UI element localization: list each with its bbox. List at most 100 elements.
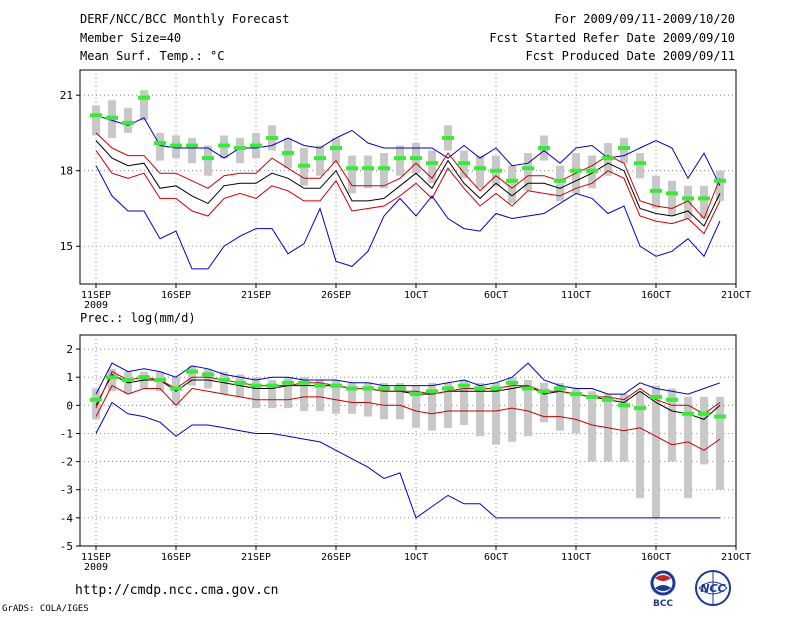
series-line-mean	[95, 140, 721, 227]
member-box	[460, 380, 468, 426]
x-tick-label: 1OCT	[404, 290, 428, 301]
median-marker	[298, 380, 310, 385]
median-marker	[650, 394, 662, 399]
x-tick-label: 16OCT	[641, 552, 671, 563]
precipitation-panel: 11SEP 16SEP 21SEP 26SEP 1OCT 6OCT 11OCT 16OCT 21…	[60, 311, 751, 573]
member-box	[188, 137, 196, 164]
y-tick-label: -1	[60, 427, 73, 440]
median-marker	[170, 143, 182, 148]
median-marker	[250, 383, 262, 388]
x-tick-label: 1OCT	[404, 552, 428, 563]
x-tick-label: 21OCT	[721, 552, 751, 563]
member-box	[636, 391, 644, 499]
member-box	[300, 377, 308, 411]
median-marker	[378, 166, 390, 171]
median-marker	[378, 386, 390, 391]
median-marker	[346, 166, 358, 171]
member-box	[396, 382, 404, 420]
median-marker	[634, 406, 646, 411]
median-marker	[474, 166, 486, 171]
x-tick-label: 21SEP	[241, 290, 271, 301]
median-marker	[554, 178, 566, 183]
bcc-logo: BCC	[650, 570, 676, 608]
forecast-period: For 2009/09/11-2009/10/20	[554, 12, 735, 26]
median-marker	[394, 156, 406, 161]
member-box	[684, 185, 692, 219]
median-marker	[442, 386, 454, 391]
started-date: Fcst Started Refer Date 2009/09/10	[489, 31, 735, 45]
x-tick-label: 21OCT	[721, 290, 751, 301]
median-marker	[330, 146, 342, 151]
y-tick-label: 18	[60, 165, 73, 178]
series-line-min	[95, 165, 721, 270]
member-box	[572, 388, 580, 434]
member-box	[124, 107, 132, 133]
median-marker	[106, 115, 118, 120]
median-marker	[410, 392, 422, 397]
y-tick-label: 21	[60, 89, 73, 102]
median-marker	[602, 156, 614, 161]
member-box	[412, 385, 420, 428]
member-box	[380, 382, 388, 420]
produced-date: Fcst Produced Date 2009/09/11	[525, 49, 735, 63]
median-marker	[410, 156, 422, 161]
precip-title: Prec.: log(mm/d)	[80, 311, 196, 325]
member-box	[204, 368, 212, 389]
median-marker	[218, 143, 230, 148]
median-marker	[602, 397, 614, 402]
x-tick-label: 11OCT	[561, 290, 591, 301]
median-marker	[666, 191, 678, 196]
member-box	[348, 155, 356, 194]
series-line-min	[95, 401, 720, 519]
median-marker	[346, 386, 358, 391]
member-box	[476, 382, 484, 437]
member-size-label: Member Size=40	[80, 31, 182, 45]
member-box	[236, 137, 244, 164]
x-tick-label: 11SEP	[81, 290, 111, 301]
member-box	[316, 380, 324, 411]
median-marker	[266, 383, 278, 388]
member-box	[364, 382, 372, 417]
member-box	[508, 165, 516, 204]
median-marker	[298, 163, 310, 168]
y-tick-label: -4	[60, 512, 74, 525]
median-marker	[314, 383, 326, 388]
median-marker	[538, 389, 550, 394]
x-tick-label: 16OCT	[641, 290, 671, 301]
member-box	[316, 145, 324, 176]
member-box	[188, 365, 196, 386]
member-box	[716, 170, 724, 201]
member-box	[268, 380, 276, 409]
median-marker	[234, 380, 246, 385]
member-box	[524, 153, 532, 191]
member-box	[636, 153, 644, 179]
median-marker	[282, 380, 294, 385]
median-marker	[474, 386, 486, 391]
member-box	[652, 385, 660, 518]
member-box	[668, 388, 676, 462]
median-marker	[458, 161, 470, 166]
y-tick-label: 1	[66, 371, 73, 384]
member-box	[380, 153, 388, 189]
median-marker	[362, 166, 374, 171]
median-marker	[682, 411, 694, 416]
member-box	[620, 137, 628, 164]
member-box	[524, 380, 532, 437]
member-box	[540, 382, 548, 423]
y-tick-label: 0	[66, 399, 73, 412]
member-box	[684, 396, 692, 499]
median-marker	[154, 378, 166, 383]
x-tick-label: 21SEP	[241, 552, 271, 563]
median-marker	[250, 143, 262, 148]
ncc-logo: NCC	[695, 570, 731, 606]
member-box	[108, 368, 116, 392]
median-marker	[186, 143, 198, 148]
member-box	[620, 394, 628, 462]
member-box	[716, 396, 724, 490]
median-marker	[586, 168, 598, 173]
member-box	[428, 150, 436, 184]
source-url[interactable]: http://cmdp.ncc.cma.gov.cn	[75, 583, 279, 598]
median-marker	[362, 386, 374, 391]
median-marker	[122, 120, 134, 125]
